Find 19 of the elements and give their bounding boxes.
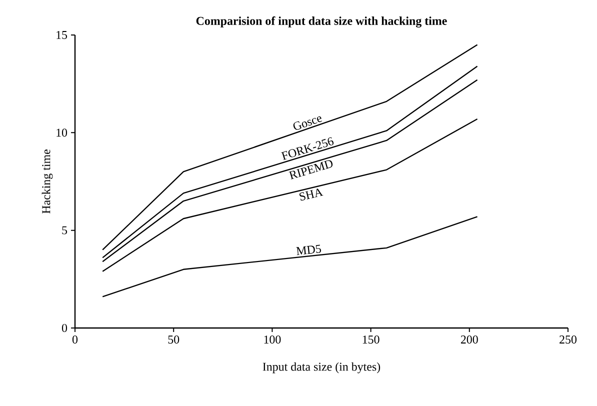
x-tick-label: 0 — [72, 336, 78, 344]
line-series — [102, 118, 478, 272]
x-tick-label: 200 — [460, 336, 478, 344]
y-tick-label: 15 — [56, 30, 68, 39]
text: RIPEMD — [288, 160, 333, 180]
x-axis-title: Input data size (in bytes) — [262, 362, 380, 374]
y-tick-label: 0 — [62, 324, 68, 332]
x-tick-label: 250 — [560, 336, 577, 344]
line-series — [102, 216, 478, 298]
text: SHA — [299, 188, 324, 201]
y-axis-title: Hacking time — [42, 150, 53, 214]
text: Gosce — [293, 116, 322, 130]
y-tick-label: 5 — [62, 226, 68, 234]
x-tick-label: 50 — [168, 336, 180, 344]
text: MD5 — [296, 244, 322, 256]
chart-title: Comparision of input data size with hacking time — [196, 16, 447, 28]
y-tick-label: 10 — [56, 128, 68, 137]
x-tick-label: 150 — [362, 336, 380, 344]
x-tick-label: 100 — [264, 336, 281, 344]
